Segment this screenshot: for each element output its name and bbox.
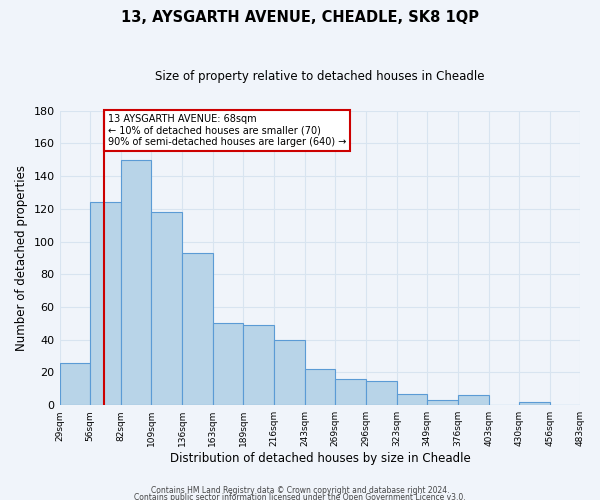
Bar xyxy=(59,362,90,405)
Text: Contains public sector information licensed under the Open Government Licence v3: Contains public sector information licen… xyxy=(134,494,466,500)
Bar xyxy=(244,325,274,405)
Text: Contains HM Land Registry data © Crown copyright and database right 2024.: Contains HM Land Registry data © Crown c… xyxy=(151,486,449,495)
Bar xyxy=(427,400,458,405)
Y-axis label: Number of detached properties: Number of detached properties xyxy=(15,165,28,351)
Bar xyxy=(519,402,550,405)
Bar xyxy=(305,369,335,405)
Bar xyxy=(213,324,244,405)
Bar xyxy=(90,202,121,405)
Bar xyxy=(182,253,213,405)
Bar xyxy=(335,379,366,405)
Text: 13 AYSGARTH AVENUE: 68sqm
← 10% of detached houses are smaller (70)
90% of semi-: 13 AYSGARTH AVENUE: 68sqm ← 10% of detac… xyxy=(107,114,346,147)
Bar xyxy=(274,340,305,405)
Text: 13, AYSGARTH AVENUE, CHEADLE, SK8 1QP: 13, AYSGARTH AVENUE, CHEADLE, SK8 1QP xyxy=(121,10,479,25)
Bar xyxy=(366,380,397,405)
Title: Size of property relative to detached houses in Cheadle: Size of property relative to detached ho… xyxy=(155,70,485,83)
Bar xyxy=(458,396,488,405)
X-axis label: Distribution of detached houses by size in Cheadle: Distribution of detached houses by size … xyxy=(170,452,470,465)
Bar xyxy=(121,160,151,405)
Bar xyxy=(151,212,182,405)
Bar xyxy=(397,394,427,405)
